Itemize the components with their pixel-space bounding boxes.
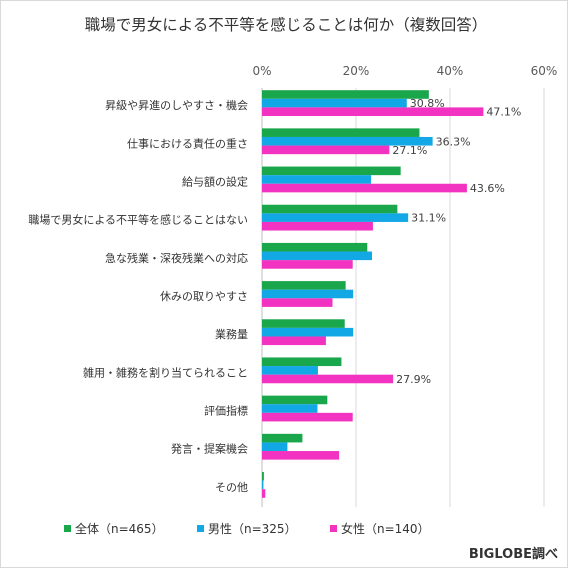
bar bbox=[262, 357, 342, 367]
category-label: 雑用・雑務を割り当てられること bbox=[83, 365, 248, 379]
data-label: 43.6% bbox=[470, 182, 505, 195]
bar bbox=[262, 336, 326, 346]
bar bbox=[262, 480, 264, 490]
data-labels: 30.8% 47.1% 36.3% 27.1% 43.6% 31.1% 27.9% bbox=[392, 97, 521, 386]
bar bbox=[262, 251, 372, 261]
category-label: 仕事における責任の重さ bbox=[127, 136, 248, 150]
data-label: 47.1% bbox=[486, 106, 521, 119]
data-label: 27.9% bbox=[396, 373, 431, 386]
bar bbox=[262, 395, 328, 405]
gridlines bbox=[355, 88, 545, 507]
bar bbox=[262, 107, 484, 116]
bar bbox=[262, 412, 353, 422]
chart-title: 職場で男女による不平等を感じることは何か（複数回答） bbox=[85, 15, 488, 34]
category-label: 評価指標 bbox=[204, 404, 248, 418]
legend-swatch bbox=[330, 525, 337, 532]
bar bbox=[262, 451, 340, 460]
category-label: 昇級や昇進のしやすさ・機会 bbox=[105, 98, 248, 112]
bar bbox=[262, 404, 318, 413]
bar bbox=[262, 366, 318, 375]
bar bbox=[262, 433, 303, 443]
bar bbox=[262, 136, 433, 146]
bar bbox=[262, 260, 353, 269]
category-label: 休みの取りやすさ bbox=[160, 290, 248, 303]
bar bbox=[262, 145, 390, 155]
source-credit: BIGLOBE調べ bbox=[469, 546, 558, 562]
bar bbox=[262, 128, 420, 137]
bar bbox=[262, 374, 394, 384]
bar bbox=[262, 489, 266, 498]
legend-label: 男性（n=325） bbox=[208, 522, 297, 536]
bar bbox=[262, 166, 401, 176]
bar bbox=[262, 442, 288, 452]
bar bbox=[262, 90, 429, 99]
bar bbox=[262, 281, 346, 290]
bar bbox=[262, 298, 333, 307]
x-tick-label: 60% bbox=[531, 64, 558, 78]
bars bbox=[262, 90, 484, 498]
data-label: 30.8% bbox=[410, 97, 445, 110]
legend-label: 全体（n=465） bbox=[75, 521, 164, 536]
category-label: その他 bbox=[215, 481, 248, 494]
x-axis-ticks: 0% 20% 40% 60% bbox=[252, 64, 557, 78]
bar bbox=[262, 472, 264, 481]
category-label: 発言・提案機会 bbox=[171, 442, 248, 456]
data-label: 36.3% bbox=[436, 135, 471, 148]
data-label: 27.1% bbox=[392, 144, 427, 157]
category-labels: 昇級や昇進のしやすさ・機会仕事における責任の重さ給与額の設定職場で男女による不平… bbox=[28, 98, 248, 494]
bar bbox=[262, 98, 407, 108]
bar bbox=[262, 175, 372, 184]
bar bbox=[262, 204, 398, 214]
legend-swatch bbox=[197, 525, 204, 532]
legend-swatch bbox=[64, 525, 71, 532]
bar bbox=[262, 242, 368, 252]
category-label: 職場で男女による不平等を感じることはない bbox=[28, 213, 248, 227]
bar bbox=[262, 213, 409, 222]
bar bbox=[262, 319, 345, 328]
bar bbox=[262, 327, 354, 337]
legend-label: 女性（n=140） bbox=[341, 521, 430, 536]
category-label: 急な残業・深夜残業への対応 bbox=[105, 251, 248, 265]
x-tick-label: 0% bbox=[252, 64, 271, 78]
data-label: 31.1% bbox=[411, 212, 446, 225]
bar bbox=[262, 221, 373, 231]
x-tick-label: 40% bbox=[437, 64, 464, 78]
category-label: 業務量 bbox=[215, 327, 248, 341]
legend: 全体（n=465） 男性（n=325） 女性（n=140） bbox=[64, 521, 430, 536]
bar bbox=[262, 289, 354, 299]
category-label: 給与額の設定 bbox=[182, 174, 248, 188]
x-tick-label: 20% bbox=[343, 64, 370, 78]
bar bbox=[262, 183, 467, 193]
